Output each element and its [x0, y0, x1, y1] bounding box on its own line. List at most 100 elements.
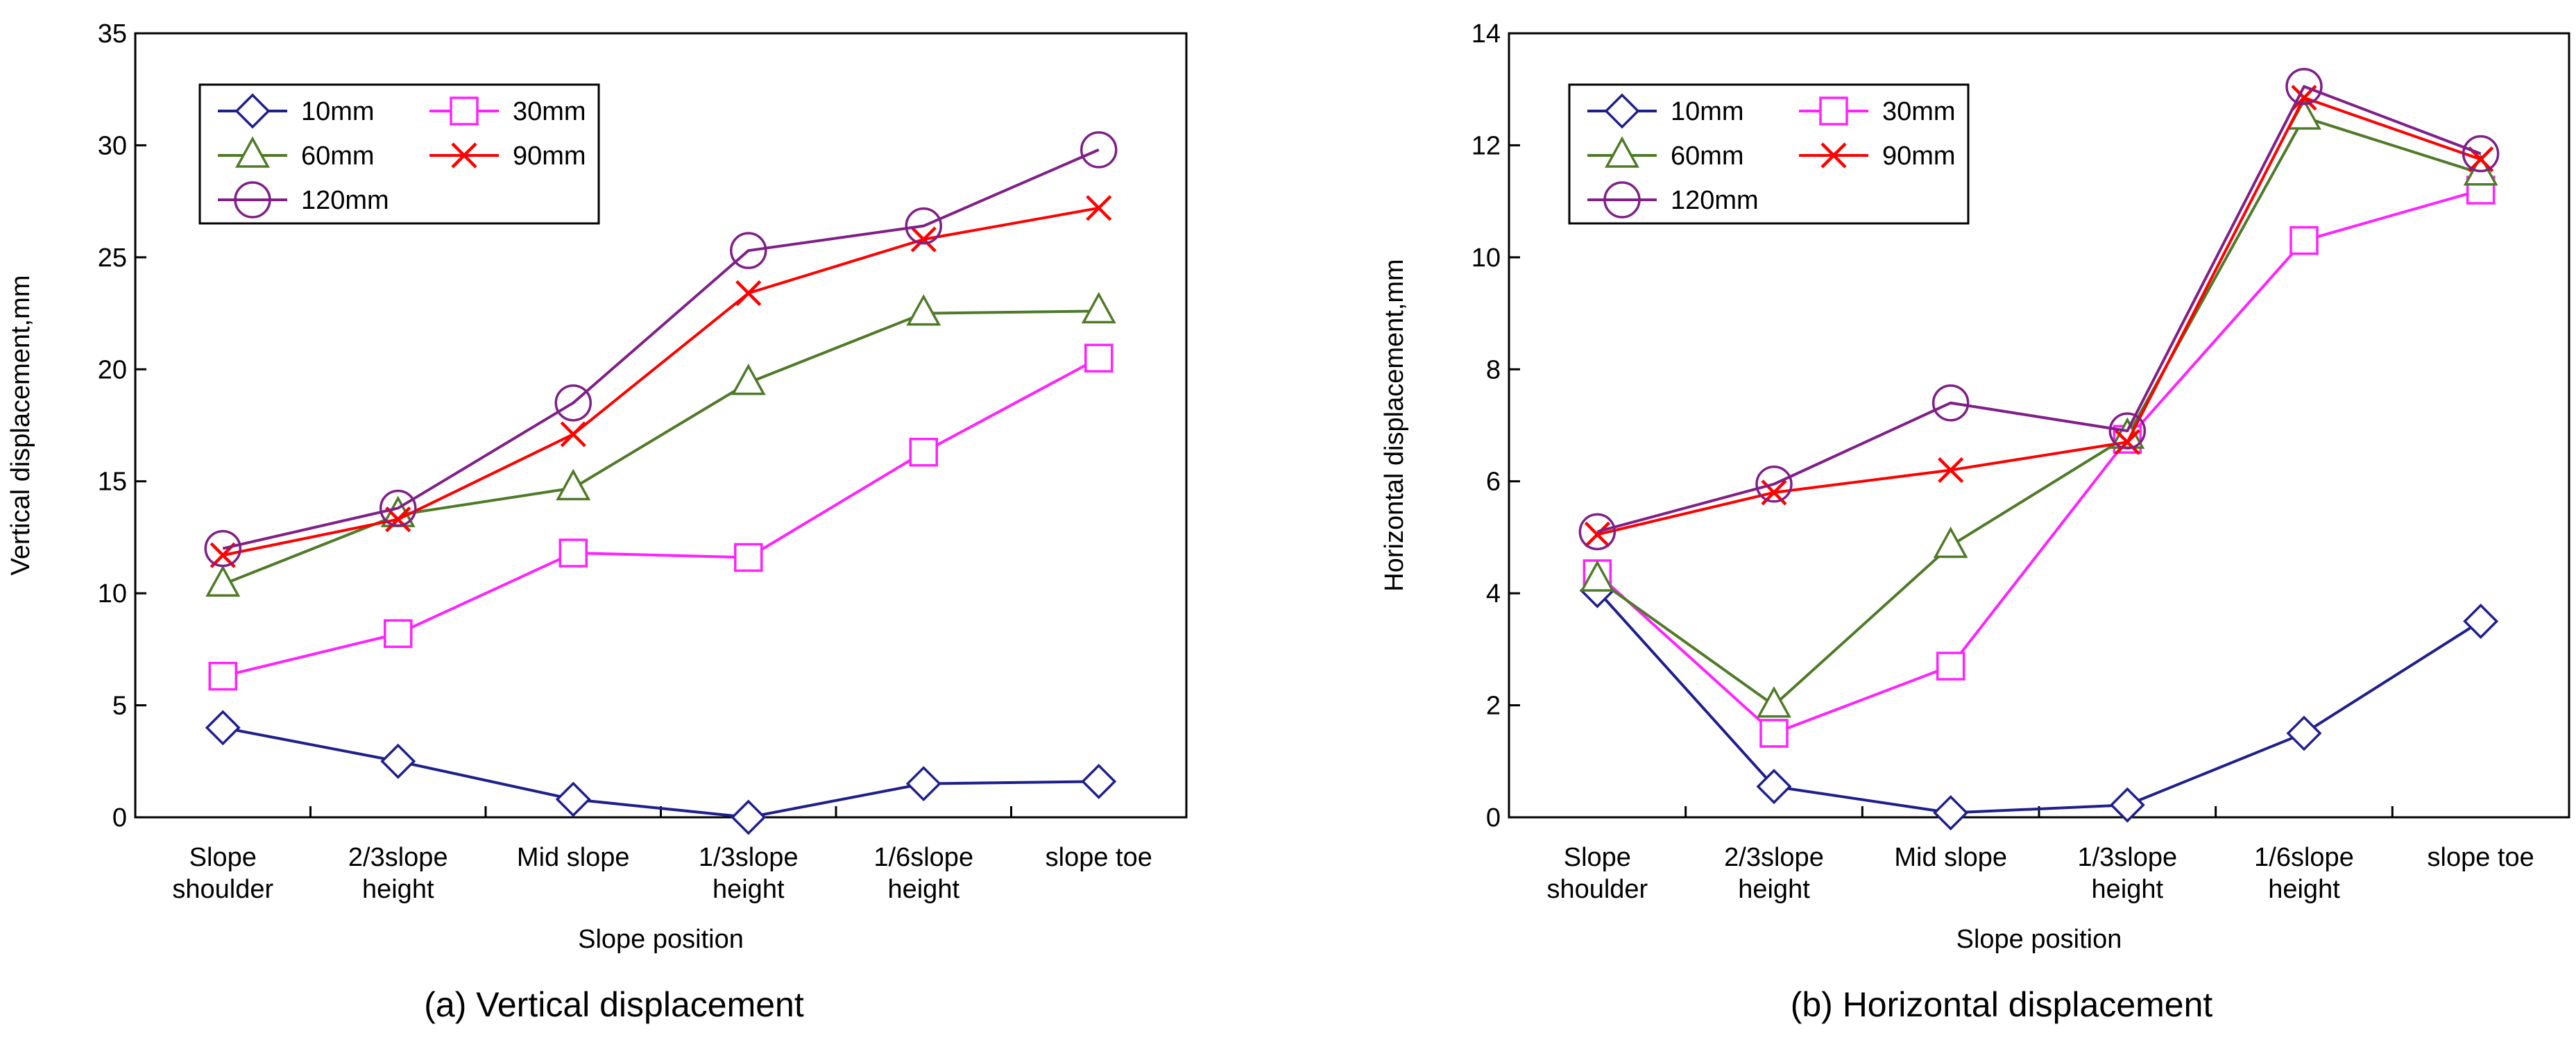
data-point-30mm: [734, 543, 763, 572]
y-tick-label: 35: [98, 19, 127, 49]
data-point-10mm: [1756, 769, 1792, 805]
data-point-120mm: [1080, 131, 1118, 169]
legend-item-120mm: 120mm: [1587, 181, 1759, 219]
legend-item-30mm: 30mm: [429, 96, 586, 126]
data-point-60mm: [1081, 291, 1116, 324]
data-point-120mm: [1931, 384, 1970, 422]
data-point-30mm: [558, 538, 588, 568]
data-point-30mm: [1084, 343, 1114, 373]
legend-item-60mm: 60mm: [1587, 136, 1744, 171]
legend-marker-60mm: [235, 136, 270, 168]
data-point-30mm: [208, 661, 237, 691]
data-point-10mm: [2286, 715, 2322, 751]
y-tick-label: 12: [1472, 131, 1501, 160]
series-line-30mm: [1596, 189, 2482, 735]
y-tick-label: 10: [1472, 244, 1501, 273]
legend-item-120mm: 120mm: [218, 181, 389, 219]
legend-label: 120mm: [301, 186, 389, 215]
legend-label: 10mm: [1671, 97, 1744, 126]
legend-item-90mm: 90mm: [429, 142, 586, 171]
legend-marker-10mm: [1604, 93, 1640, 129]
series-line-60mm: [1596, 116, 2482, 707]
series-90mm: [1584, 85, 2494, 547]
y-tick-label: 10: [98, 579, 127, 608]
data-point-60mm: [906, 293, 941, 326]
legend-item-60mm: 60mm: [218, 136, 375, 171]
data-point-90mm: [2114, 429, 2140, 455]
data-point-60mm: [731, 364, 766, 395]
data-point-10mm: [380, 743, 416, 779]
data-point-60mm: [556, 468, 591, 501]
legend-item-10mm: 10mm: [218, 93, 375, 129]
x-tick-label: slope toe: [1046, 843, 1152, 872]
series-line-120mm: [222, 148, 1100, 550]
x-tick-label: 2/3slope height: [348, 843, 448, 904]
data-point-60mm: [1580, 560, 1615, 592]
legend: 10mm 30mm 60mm 90mm 120mm: [1568, 83, 1970, 225]
legend-marker-30mm: [1819, 96, 1848, 126]
data-point-90mm: [735, 280, 762, 307]
series-line-120mm: [1596, 85, 2482, 534]
data-point-120mm: [2285, 67, 2323, 105]
y-tick-label: 8: [1486, 355, 1501, 384]
y-tick-label: 4: [1486, 579, 1501, 608]
legend-marker-120mm: [1603, 181, 1641, 219]
data-point-30mm: [2289, 225, 2319, 255]
chart-panel-2: 0 2 4 6 8 10 12 14 Slope shoulder 2/3slope height Mi…: [1380, 19, 2570, 1024]
data-point-10mm: [555, 781, 591, 817]
legend-marker-30mm: [450, 96, 479, 126]
series-10mm: [205, 710, 1117, 835]
legend-item-90mm: 90mm: [1799, 142, 1956, 171]
data-point-90mm: [385, 506, 411, 533]
data-point-90mm: [910, 226, 937, 253]
legend-label: 60mm: [1671, 142, 1744, 171]
data-point-120mm: [1578, 513, 1617, 551]
data-point-10mm: [205, 710, 241, 746]
data-point-60mm: [205, 565, 241, 597]
y-axis-title: Horizontal displacement,mm: [1380, 259, 1409, 591]
x-tick-label: Slope shoulder: [1546, 843, 1648, 904]
legend-marker-60mm: [1605, 136, 1639, 168]
series-line-90mm: [222, 206, 1100, 557]
x-axis-title: Slope position: [1956, 925, 2122, 954]
legend-marker-90mm: [451, 142, 477, 169]
y-tick-label: 15: [98, 468, 127, 497]
data-point-10mm: [731, 799, 767, 835]
x-axis-title: Slope position: [578, 925, 744, 954]
legend-label: 90mm: [513, 142, 586, 171]
y-tick-label: 0: [112, 803, 127, 833]
data-point-30mm: [909, 437, 938, 467]
x-tick-label: slope toe: [2428, 843, 2534, 872]
data-point-120mm: [554, 384, 592, 422]
y-tick-label: 2: [1486, 692, 1501, 721]
y-axis-title: Vertical displacement,mm: [6, 275, 35, 576]
data-point-30mm: [384, 619, 413, 649]
legend-marker-90mm: [1820, 142, 1847, 169]
x-tick-label: 1/6slope height: [2254, 843, 2354, 904]
y-tick-label: 30: [98, 131, 127, 160]
legend-item-30mm: 30mm: [1799, 96, 1956, 126]
data-point-120mm: [730, 232, 767, 269]
data-point-60mm: [1757, 685, 1791, 718]
chart-caption: (b) Horizontal displacement: [1791, 985, 2213, 1024]
y-tick-label: 0: [1486, 803, 1501, 833]
data-point-120mm: [1755, 466, 1793, 503]
legend-label: 10mm: [301, 97, 375, 126]
legend-label: 60mm: [301, 142, 375, 171]
y-tick-label: 25: [98, 244, 127, 273]
x-tick-label: 1/3slope height: [2077, 843, 2177, 904]
data-point-120mm: [905, 207, 942, 245]
legend-marker-120mm: [234, 181, 271, 219]
series-120mm: [204, 131, 1118, 568]
chart-caption: (a) Vertical displacement: [424, 985, 804, 1024]
data-point-30mm: [1759, 719, 1789, 748]
data-point-30mm: [1936, 651, 1965, 681]
y-tick-label: 6: [1486, 468, 1501, 497]
series-line-10mm: [1596, 589, 2482, 815]
data-point-120mm: [204, 529, 241, 568]
x-tick-label: 1/6slope height: [873, 843, 973, 904]
x-tick-label: Mid slope: [1894, 843, 2007, 872]
legend: 10mm 30mm 60mm 90mm 120mm: [198, 83, 600, 225]
y-tick-label: 14: [1472, 19, 1501, 49]
